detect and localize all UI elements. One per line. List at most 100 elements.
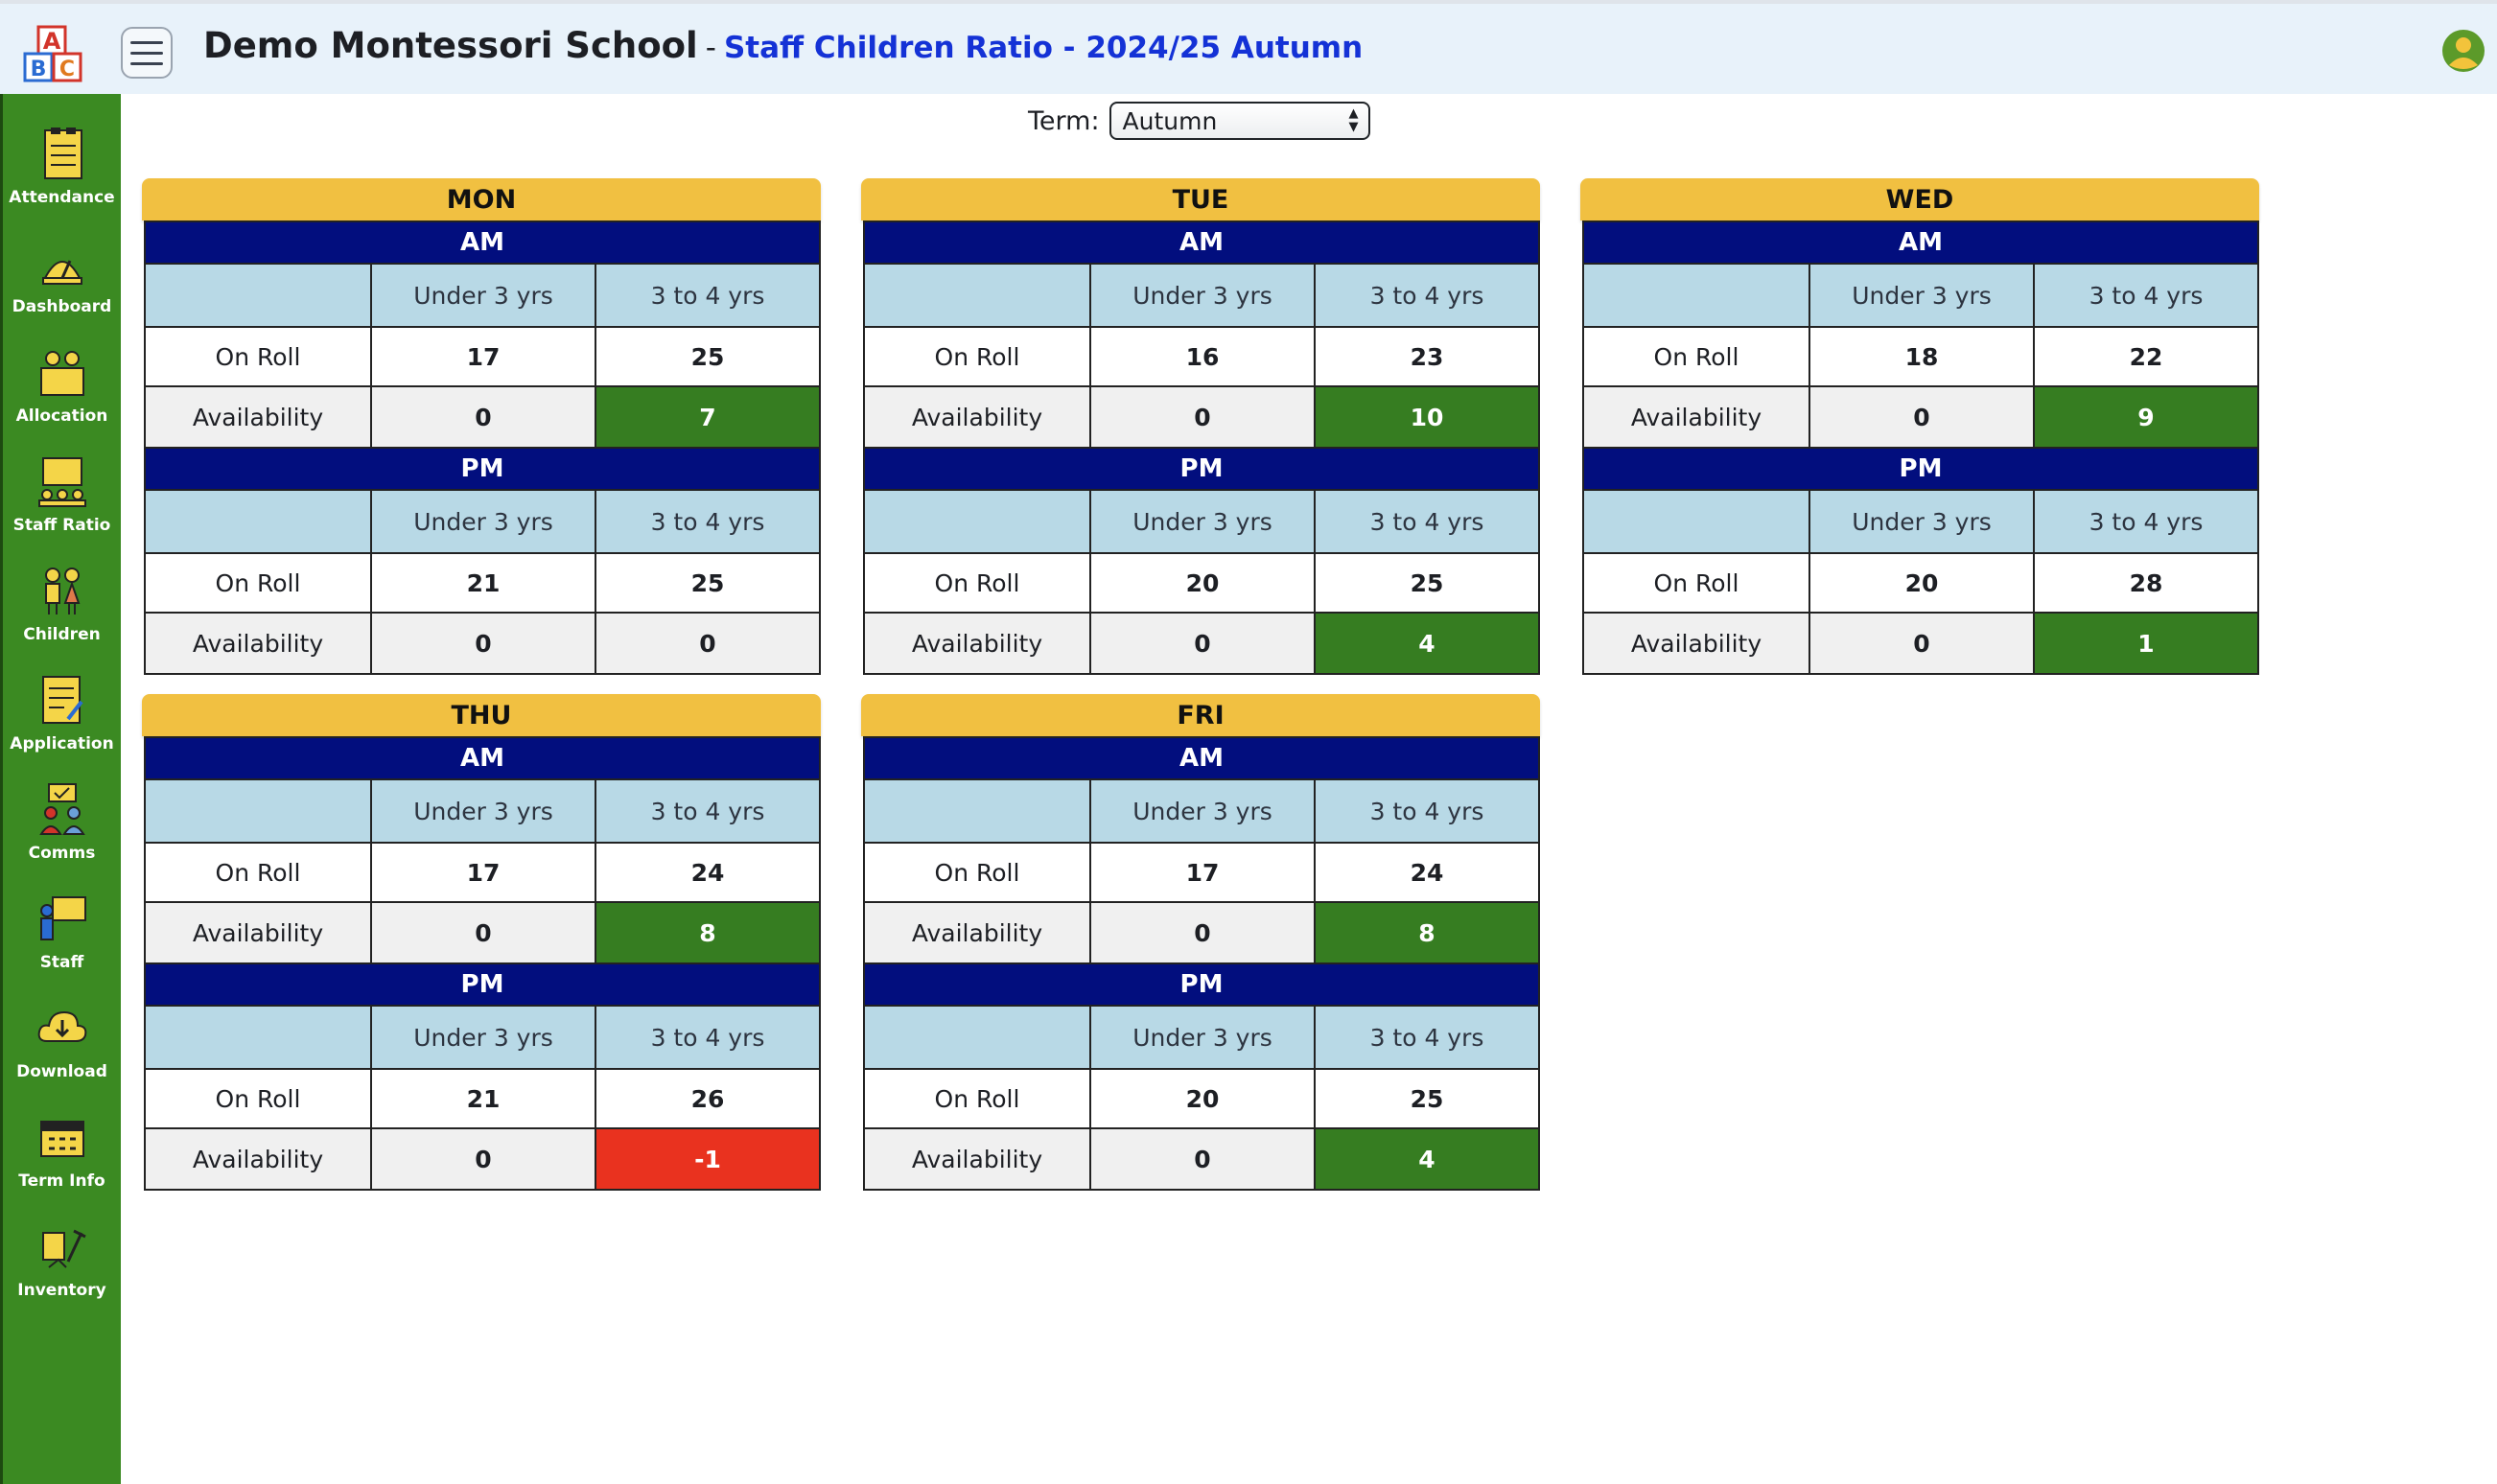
application-icon [41,676,83,724]
row-label: Availability [863,901,1091,964]
empty-header-cell [863,778,1091,844]
day-header: MON [142,178,821,220]
col-3-to-4: 3 to 4 yrs [1314,263,1540,328]
sidebar: Attendance Dashboard Allocation Staff Ra… [0,94,121,1484]
on-roll-value: 22 [2033,326,2259,387]
sidebar-item-staff[interactable]: Staff [3,886,121,991]
column-header-row: Under 3 yrs 3 to 4 yrs [863,778,1540,844]
empty-header-cell [144,778,372,844]
term-select[interactable]: Autumn ▲ ▼ [1108,102,1370,140]
availability-value: 0 [370,1127,596,1191]
session-header-row: AM [1582,220,2259,265]
abc-blocks-logo-icon[interactable]: A B C [21,25,88,84]
on-roll-value: 25 [595,326,821,387]
sidebar-item-comms[interactable]: Comms [3,777,121,882]
col-3-to-4: 3 to 4 yrs [1314,1005,1540,1070]
row-label: Availability [1582,385,1810,449]
col-3-to-4: 3 to 4 yrs [595,489,821,554]
download-icon [37,1010,86,1042]
hamburger-menu-button[interactable] [121,27,173,79]
on-roll-value: 16 [1089,326,1316,387]
on-roll-value: 26 [595,1068,821,1129]
availability-value: 0 [1809,385,2035,449]
sidebar-item-label: Children [23,625,101,644]
allocation-icon [39,351,84,396]
availability-value: 0 [1809,612,2035,675]
col-3-to-4: 3 to 4 yrs [595,263,821,328]
session-header-row: AM [144,220,821,265]
sidebar-item-download[interactable]: Download [3,995,121,1101]
row-label: Availability [144,901,372,964]
availability-value: 10 [1314,385,1540,449]
day-name: THU [451,700,512,730]
session-name: PM [1582,447,2259,491]
on-roll-row: On Roll 21 25 [144,552,821,614]
availability-value: 8 [595,901,821,964]
on-roll-value: 28 [2033,552,2259,614]
term-filter: Term: Autumn ▲ ▼ [1028,100,1370,142]
sidebar-item-label: Term Info [18,1171,105,1191]
sidebar-item-application[interactable]: Application [3,667,121,773]
row-label: Availability [144,1127,372,1191]
availability-value: 4 [1314,612,1540,675]
availability-row: Availability 0 -1 [144,1127,821,1191]
session-name: PM [144,962,821,1007]
availability-value: 0 [370,612,596,675]
on-roll-value: 20 [1809,552,2035,614]
sidebar-item-label: Comms [28,844,96,863]
availability-row: Availability 0 10 [863,385,1540,449]
col-under-3: Under 3 yrs [1089,778,1316,844]
availability-row: Availability 0 8 [863,901,1540,964]
availability-value: 4 [1314,1127,1540,1191]
row-label: On Roll [863,552,1091,614]
empty-header-cell [1582,489,1810,554]
session-header-row: AM [144,736,821,780]
ratio-table: AM Under 3 yrs 3 to 4 yrs On Roll 17 24 Availa… [863,736,1540,1191]
session-header-row: PM [144,447,821,491]
empty-header-cell [863,489,1091,554]
title-separator: - [705,31,716,65]
col-under-3: Under 3 yrs [1809,263,2035,328]
sidebar-item-children[interactable]: Children [3,558,121,663]
sidebar-item-inventory[interactable]: Inventory [3,1214,121,1319]
col-under-3: Under 3 yrs [1809,489,2035,554]
availability-value: 9 [2033,385,2259,449]
session-name: AM [144,220,821,265]
session-name: PM [863,447,1540,491]
col-under-3: Under 3 yrs [370,263,596,328]
on-roll-row: On Roll 17 25 [144,326,821,387]
on-roll-value: 17 [370,842,596,903]
on-roll-row: On Roll 21 26 [144,1068,821,1129]
row-label: On Roll [1582,552,1810,614]
sidebar-item-label: Staff Ratio [12,516,111,535]
on-roll-row: On Roll 18 22 [1582,326,2259,387]
sidebar-item-term-info[interactable]: Term Info [3,1104,121,1210]
user-avatar-icon[interactable] [2441,29,2485,73]
empty-header-cell [144,1005,372,1070]
row-label: Availability [144,385,372,449]
sidebar-item-attendance[interactable]: Attendance [3,121,121,226]
session-name: AM [863,220,1540,265]
column-header-row: Under 3 yrs 3 to 4 yrs [863,1005,1540,1070]
dashboard-icon [41,260,82,285]
availability-value: 0 [1089,385,1316,449]
on-roll-row: On Roll 20 25 [863,552,1540,614]
session-name: AM [1582,220,2259,265]
menu-line [130,40,163,44]
session-name: PM [863,962,1540,1007]
sidebar-item-allocation[interactable]: Allocation [3,339,121,445]
session-header-row: PM [863,447,1540,491]
row-label: Availability [863,1127,1091,1191]
on-roll-value: 17 [1089,842,1316,903]
on-roll-row: On Roll 20 25 [863,1068,1540,1129]
sidebar-item-label: Allocation [15,406,108,426]
on-roll-value: 17 [370,326,596,387]
sidebar-item-staff-ratio[interactable]: Staff Ratio [3,449,121,554]
comms-icon [38,783,85,835]
sidebar-item-label: Download [16,1062,107,1081]
staff-icon [39,896,86,940]
session-header-row: AM [863,220,1540,265]
inventory-icon [41,1229,86,1268]
sidebar-item-dashboard[interactable]: Dashboard [3,230,121,336]
empty-header-cell [144,489,372,554]
